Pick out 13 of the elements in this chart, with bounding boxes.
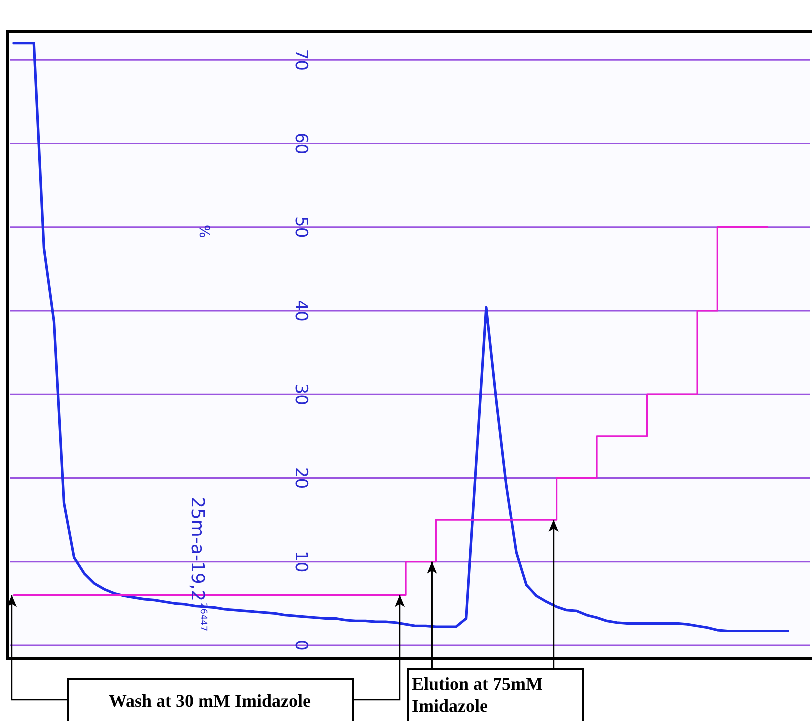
annotation: % (196, 225, 212, 238)
y-tick-label: 50 (290, 216, 311, 238)
text: Elution at 75mM Imidazole (412, 674, 544, 716)
text: Wash at 30 mM Imidazole (109, 691, 311, 711)
y-tick-label: 20 (290, 467, 311, 490)
y-tick-label: 0 (290, 640, 311, 651)
y-tick-label: 30 (290, 384, 311, 406)
y-tick-label: 70 (290, 49, 311, 71)
line-series (12, 42, 790, 633)
y-tick-label: 40 (290, 300, 311, 322)
annotation: 25m-a-19,2 (187, 497, 208, 602)
y-tick-label: 60 (290, 132, 311, 155)
y-tick-label: 10 (290, 551, 311, 573)
